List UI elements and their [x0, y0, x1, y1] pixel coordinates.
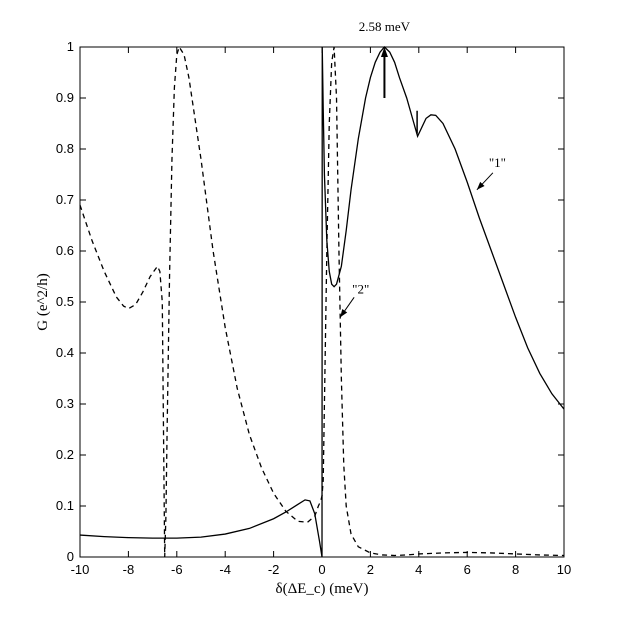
series-line-2 [79, 45, 565, 558]
series-2-label: "2" [352, 281, 369, 296]
x-tick-label: 6 [464, 562, 471, 577]
y-tick-label: 0.1 [56, 498, 74, 513]
x-tick-label: -4 [219, 562, 231, 577]
peak-annotation-label: 2.58 meV [359, 19, 411, 34]
x-tick-label: 0 [318, 562, 325, 577]
series-1-label: "1" [489, 155, 506, 170]
x-tick-label: -8 [123, 562, 135, 577]
y-axis-title: G (e^2/h) [35, 273, 51, 330]
x-tick-label: -6 [171, 562, 183, 577]
x-axis-title: δ(ΔE_c) (meV) [276, 581, 369, 597]
y-tick-label: 0.9 [56, 90, 74, 105]
x-tick-label: -2 [268, 562, 280, 577]
peak-arrow-head [380, 47, 388, 57]
x-tick-label: 4 [415, 562, 422, 577]
x-tick-label: -10 [71, 562, 90, 577]
y-tick-label: 0.3 [56, 396, 74, 411]
y-tick-label: 0.5 [56, 294, 74, 309]
series-line-1 [79, 46, 565, 558]
y-tick-label: 1 [67, 39, 74, 54]
y-tick-label: 0 [67, 549, 74, 564]
x-tick-label: 10 [557, 562, 571, 577]
y-tick-label: 0.4 [56, 345, 74, 360]
y-tick-label: 0.7 [56, 192, 74, 207]
y-tick-label: 0.6 [56, 243, 74, 258]
y-tick-label: 0.8 [56, 141, 74, 156]
series-1-pointer-head [476, 181, 485, 190]
annotations: 2.58 meV "1" "2" [339, 19, 506, 318]
y-tick-label: 0.2 [56, 447, 74, 462]
series-layer [79, 45, 565, 558]
tick-labels: -10 -8 -6 -4 -2 0 2 4 6 8 10 0 0.1 0.2 0.3 0.4 0.5 0.6 0.7… [56, 39, 571, 577]
x-tick-label: 8 [512, 562, 519, 577]
x-tick-label: 2 [367, 562, 374, 577]
series-2-pointer-head [340, 309, 348, 318]
